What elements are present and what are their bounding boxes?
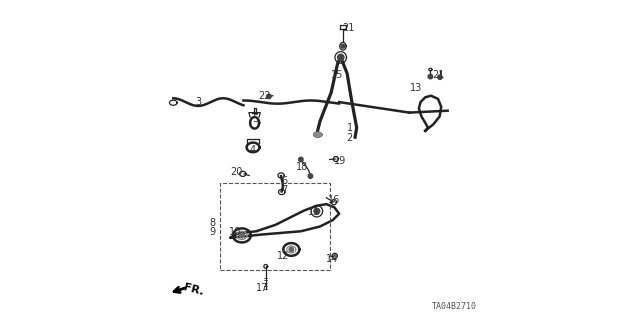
Text: 22: 22: [258, 91, 271, 101]
Circle shape: [239, 233, 244, 238]
Circle shape: [299, 157, 303, 162]
Text: 11: 11: [308, 207, 320, 217]
Circle shape: [438, 75, 442, 79]
Text: 3: 3: [195, 97, 201, 107]
Text: 17: 17: [256, 283, 268, 293]
Text: 2: 2: [346, 133, 353, 143]
Text: 10: 10: [229, 227, 241, 237]
Text: 13: 13: [410, 83, 422, 93]
Text: 5: 5: [252, 114, 259, 124]
Text: 21: 21: [342, 23, 355, 33]
Circle shape: [337, 54, 344, 61]
Text: 6: 6: [281, 176, 287, 186]
Circle shape: [308, 174, 313, 178]
Text: 15: 15: [331, 70, 343, 80]
Circle shape: [341, 44, 345, 48]
Circle shape: [289, 247, 294, 252]
Text: TA04B2710: TA04B2710: [431, 302, 476, 311]
Text: 20: 20: [230, 167, 243, 177]
Circle shape: [267, 94, 271, 99]
Text: 9: 9: [209, 227, 216, 237]
Text: 21: 21: [433, 70, 445, 80]
Text: 8: 8: [209, 218, 216, 228]
Circle shape: [428, 74, 433, 79]
Text: 1: 1: [347, 122, 353, 133]
Bar: [220, 183, 330, 270]
Text: 16: 16: [328, 195, 340, 205]
Text: 18: 18: [296, 162, 308, 173]
Text: 12: 12: [277, 251, 289, 261]
Ellipse shape: [314, 132, 322, 137]
Text: 7: 7: [281, 185, 287, 195]
Text: 14: 14: [326, 254, 339, 264]
Text: FR.: FR.: [183, 282, 205, 297]
Circle shape: [314, 208, 320, 214]
Text: 19: 19: [333, 156, 346, 166]
Text: 4: 4: [250, 145, 256, 155]
